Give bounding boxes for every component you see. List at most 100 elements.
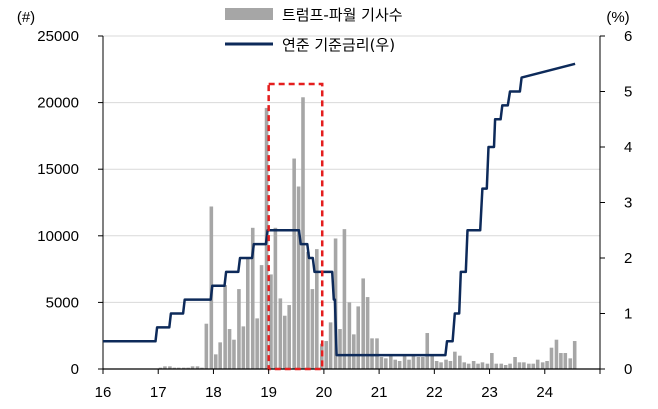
bar [462,362,467,369]
bar [328,322,333,369]
bar [384,358,388,369]
bar [508,363,512,369]
x-tick-label: 22 [426,384,443,401]
bar [407,359,411,369]
bar [218,342,222,369]
bar [527,363,531,369]
left-tick-label: 20000 [37,95,79,112]
bar [522,362,526,369]
rate-line [103,62,576,357]
bar [200,367,204,369]
bar [421,357,425,369]
bar [480,362,485,369]
bar [494,363,499,369]
bar [306,251,310,369]
bar [471,361,476,369]
x-tick-label: 18 [205,384,222,401]
bar [181,367,186,369]
bar [535,359,540,369]
right-axis-unit-label: (%) [606,9,629,26]
right-tick-label: 5 [624,84,632,101]
bar [476,363,480,369]
bar [402,355,407,369]
bar [195,366,200,369]
x-tick-label: 24 [536,384,553,401]
right-tick-label: 0 [624,361,632,378]
bar [241,326,246,369]
bar [227,329,232,369]
x-tick-label: 23 [481,384,498,401]
bar [448,361,453,369]
bar [259,265,264,369]
legend-bar-swatch [225,8,273,20]
left-tick-label: 10000 [37,228,79,245]
bar [223,285,227,369]
bar [554,339,559,369]
legend: 트럼프-파월 기사수 연준 기준금리(우) [225,6,403,54]
bar [434,361,439,369]
bar [282,315,287,369]
bar [338,329,342,369]
bar [499,363,504,369]
bar [416,357,421,369]
bar [287,305,291,369]
bar [513,357,517,369]
bar [453,351,457,369]
bar [540,362,545,369]
left-tick-label: 5000 [46,294,79,311]
bar [255,318,259,369]
bar [466,363,471,369]
bar [531,363,536,369]
bar [250,227,255,369]
bar [232,339,236,369]
bar [411,355,416,369]
right-tick-label: 2 [624,250,632,267]
bar [490,353,494,369]
bar [425,333,430,369]
bar [158,367,163,369]
line-series [103,62,576,357]
right-tick-label: 1 [624,306,632,323]
legend-bar-label: 트럼프-파월 기사수 [282,6,403,24]
bar [168,366,172,369]
bar [568,358,573,369]
bar [545,361,549,369]
gridlines [103,35,600,370]
bar [163,366,167,369]
legend-line-label: 연준 기준금리(우) [282,36,395,54]
x-tick-label: 20 [316,384,333,401]
bar [439,362,443,369]
bar [549,347,554,369]
bar [204,323,209,369]
x-axis-ticks: 16 17 18 19 20 21 22 23 24 [95,369,601,401]
highlight-rect [267,82,324,371]
left-axis-unit-label: (#) [17,9,35,26]
bar [292,158,296,369]
x-tick-label: 16 [95,384,112,401]
right-tick-label: 4 [624,139,632,156]
bar [563,353,568,369]
left-tick-label: 25000 [37,28,79,45]
right-axis-ticks: 0 1 2 3 4 5 6 [600,28,632,378]
right-tick-label: 3 [624,195,632,212]
bar [186,367,190,369]
left-tick-label: 0 [71,361,79,378]
bar [301,97,305,369]
bar [347,302,352,369]
highlight-box [267,82,324,371]
bar [572,341,577,369]
x-tick-label: 17 [150,384,167,401]
bar [213,354,218,369]
bar [370,338,374,369]
bar [365,297,370,369]
bar [176,367,181,369]
bar [356,306,361,369]
bar [444,359,448,369]
left-axis-ticks: 0 5000 10000 15000 20000 25000 [37,28,103,378]
bar [310,289,315,369]
bar [393,359,398,369]
left-tick-label: 15000 [37,161,79,178]
bar [375,338,379,369]
bar [517,362,522,369]
